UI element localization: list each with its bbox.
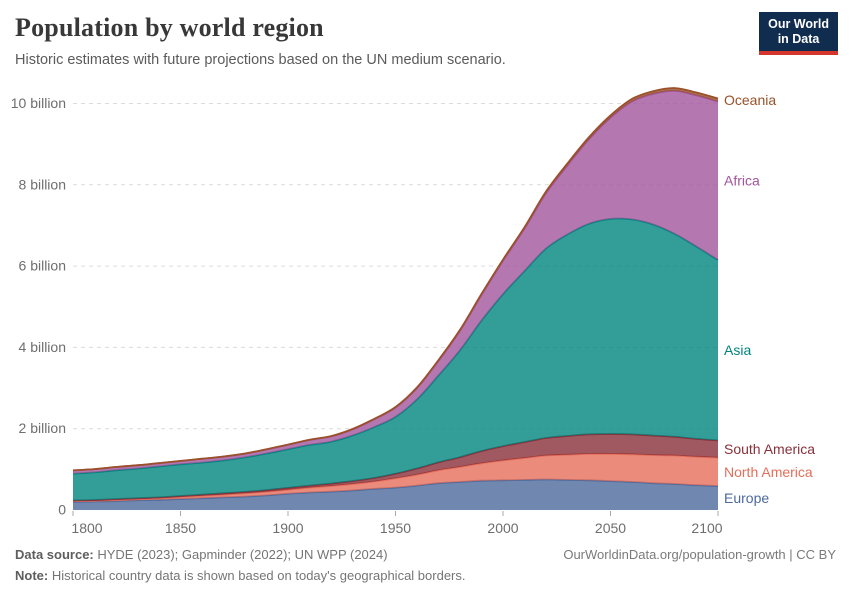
owid-logo-line2: in Data [777, 32, 820, 46]
page-title: Population by world region [15, 13, 324, 42]
chart-subtitle: Historic estimates with future projectio… [15, 52, 506, 68]
area-africa[interactable] [73, 90, 718, 474]
x-axis-label-2100: 2100 [691, 520, 722, 536]
y-axis-label-2: 2 billion [19, 420, 66, 436]
x-axis-label-1800: 1800 [71, 520, 102, 536]
y-axis-label-0: 0 [58, 502, 66, 518]
x-axis-label-1950: 1950 [380, 520, 411, 536]
area-edge-oceania [72, 87, 719, 472]
footnote-label: Note: [15, 568, 49, 583]
y-axis-label-8: 8 billion [19, 176, 66, 192]
area-north-america[interactable] [73, 453, 718, 502]
legend-label-asia[interactable]: Asia [724, 342, 751, 358]
data-source-text: HYDE (2023); Gapminder (2022); UN WPP (2… [93, 547, 388, 562]
legend-label-europe[interactable]: Europe [724, 490, 769, 506]
data-source-note: Data source: HYDE (2023); Gapminder (202… [15, 547, 388, 562]
footnote: Note: Historical country data is shown b… [15, 568, 836, 583]
area-europe[interactable] [73, 479, 718, 511]
owid-logo-line1: Our World [768, 17, 829, 31]
data-source-label: Data source: [15, 547, 94, 562]
y-axis-label-4: 4 billion [19, 339, 66, 355]
legend-label-africa[interactable]: Africa [724, 173, 760, 189]
x-axis-label-1900: 1900 [272, 520, 303, 536]
owid-logo[interactable]: Our World in Data [759, 12, 838, 55]
legend-label-oceania[interactable]: Oceania [724, 92, 776, 108]
area-south-america[interactable] [73, 434, 718, 502]
footer-row: Data source: HYDE (2023); Gapminder (202… [15, 547, 836, 562]
area-asia[interactable] [73, 218, 718, 501]
owid-url-link[interactable]: OurWorldinData.org/population-growth | C… [563, 547, 836, 562]
x-axis-label-1850: 1850 [165, 520, 196, 536]
footnote-text: Historical country data is shown based o… [48, 568, 466, 583]
x-axis-label-2050: 2050 [595, 520, 626, 536]
y-axis-label-6: 6 billion [19, 258, 66, 274]
x-axis-label-2000: 2000 [487, 520, 518, 536]
legend-label-north-america[interactable]: North America [724, 464, 813, 480]
y-axis-label-10: 10 billion [11, 95, 66, 111]
legend-label-south-america[interactable]: South America [724, 441, 815, 457]
